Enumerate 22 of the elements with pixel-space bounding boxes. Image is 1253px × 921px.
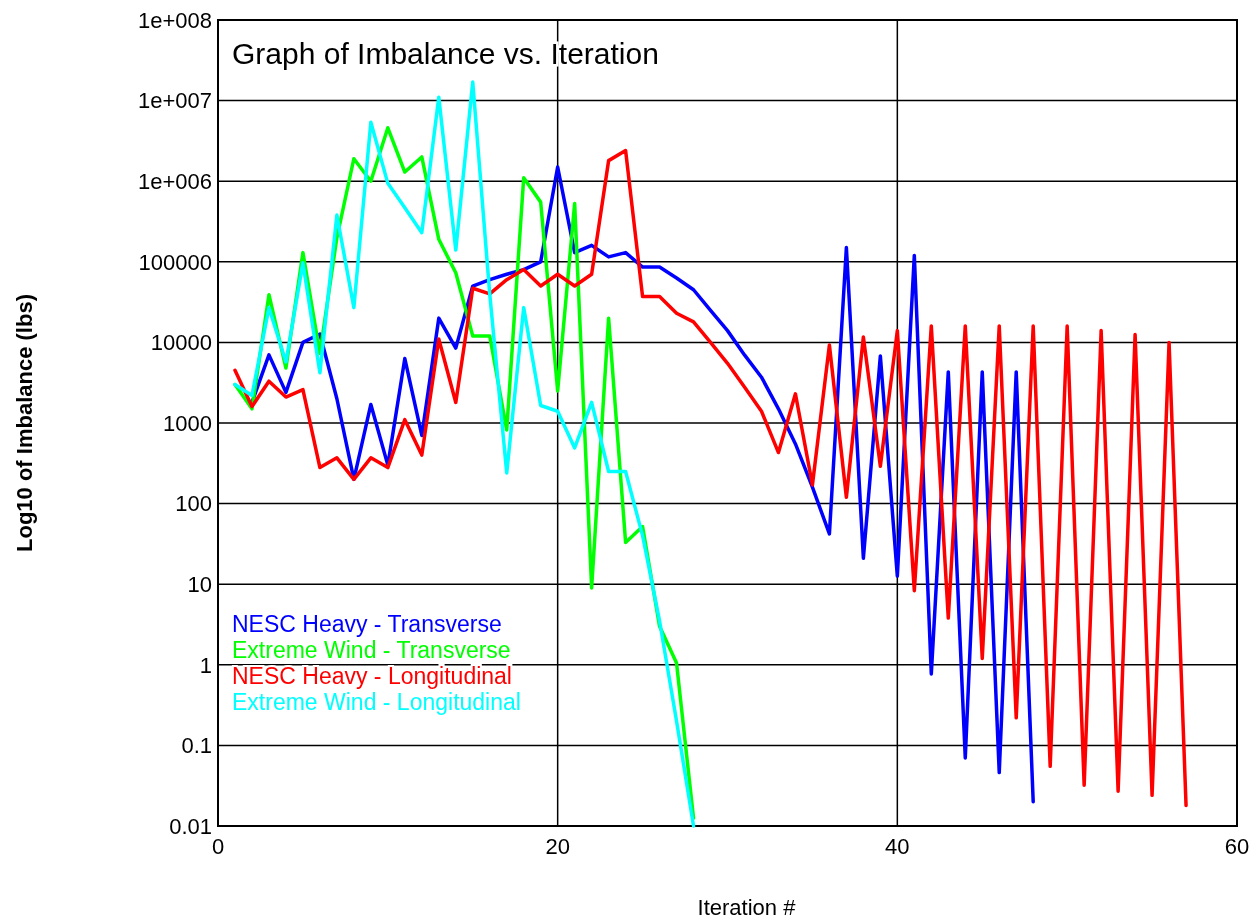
y-tick-label: 0.1 bbox=[181, 733, 212, 759]
x-axis-title: Iteration # bbox=[697, 895, 797, 920]
text: NESC Heavy - Longitudinal bbox=[232, 663, 512, 690]
y-tick-label: 100 bbox=[175, 491, 212, 517]
y-tick-label: 1000 bbox=[163, 410, 212, 436]
x-tick-label: 40 bbox=[885, 834, 910, 859]
x-tick-label: 60 bbox=[1224, 834, 1250, 859]
text: NESC Heavy - Transverse bbox=[232, 611, 502, 638]
line-series bbox=[233, 148, 1188, 808]
y-tick-label: 100000 bbox=[138, 249, 212, 275]
text: Extreme Wind - Transverse bbox=[232, 637, 511, 664]
y-tick-label: 10 bbox=[187, 571, 212, 597]
y-tick-label: 0.01 bbox=[169, 813, 212, 839]
x-tick-label: 0 bbox=[211, 834, 225, 859]
y-tick-label: 1e+007 bbox=[137, 88, 212, 114]
y-axis-title: Log10 of Imbalance (lbs) bbox=[12, 294, 37, 552]
y-tick-label: 10000 bbox=[150, 330, 212, 356]
x-tick-label: 20 bbox=[545, 834, 570, 859]
text: Extreme Wind - Longitudinal bbox=[232, 689, 521, 716]
y-tick-label: 1e+006 bbox=[137, 168, 212, 194]
y-tick-label: 1e+008 bbox=[137, 7, 212, 33]
y-tick-label: 1 bbox=[199, 652, 212, 678]
